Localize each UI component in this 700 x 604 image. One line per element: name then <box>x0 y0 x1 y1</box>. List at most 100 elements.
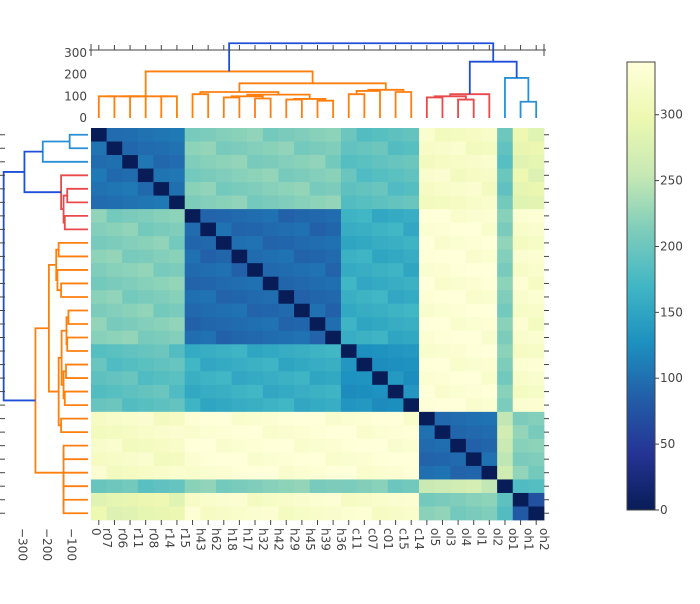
heatmap-cell <box>309 128 326 142</box>
heatmap-cell <box>481 195 498 210</box>
heatmap-cell <box>106 141 123 156</box>
heatmap-cell <box>231 303 248 318</box>
heatmap-cell <box>247 263 264 278</box>
heatmap-cell <box>215 182 232 196</box>
heatmap-cell <box>137 506 154 521</box>
heatmap-cell <box>262 141 279 156</box>
heatmap-cell <box>372 249 389 264</box>
heatmap-cell <box>169 263 186 278</box>
heatmap-cell <box>153 330 170 345</box>
heatmap-cell <box>153 155 170 169</box>
heatmap-cell <box>153 411 170 426</box>
heatmap-cell <box>340 384 357 399</box>
dendrogram-link <box>66 187 88 204</box>
heatmap-cell <box>434 371 451 386</box>
heatmap-cell <box>262 290 279 305</box>
heatmap-cell <box>200 168 217 183</box>
heatmap-cell <box>465 438 482 453</box>
heatmap-cell <box>106 425 123 440</box>
heatmap-cell <box>419 222 436 237</box>
heatmap-cell <box>481 168 498 183</box>
heatmap-cell <box>153 425 170 440</box>
heatmap-cell <box>106 155 123 169</box>
heatmap-cell <box>294 330 311 345</box>
heatmap-cell <box>294 290 311 305</box>
heatmap-cell <box>450 411 467 426</box>
heatmap-cell <box>169 465 186 480</box>
heatmap-cell <box>403 263 420 278</box>
heatmap-cell <box>184 195 201 210</box>
heatmap-cell <box>481 290 498 305</box>
heatmap-cell <box>169 141 186 156</box>
heatmap-cell <box>122 236 139 251</box>
heatmap-cell <box>403 236 420 251</box>
heatmap-cell <box>434 263 451 278</box>
heatmap-cell <box>403 290 420 305</box>
heatmap-cell <box>153 452 170 467</box>
heatmap-cell <box>278 303 295 318</box>
heatmap-cell <box>528 452 545 467</box>
heatmap-cell <box>294 438 311 453</box>
heatmap-cell <box>294 155 311 169</box>
heatmap-cell <box>465 155 482 169</box>
heatmap-cell <box>356 236 373 251</box>
heatmap-cell <box>91 371 108 386</box>
heatmap-cell <box>184 317 201 332</box>
heatmap-cell <box>419 465 436 480</box>
heatmap-cell <box>450 344 467 359</box>
heatmap-cell <box>497 303 514 318</box>
heatmap-cell <box>325 330 342 345</box>
heatmap-cell <box>153 465 170 480</box>
heatmap-cell <box>419 303 436 318</box>
heatmap-cell <box>184 465 201 480</box>
heatmap-cell <box>122 506 139 521</box>
dendrogram-link <box>63 214 88 231</box>
heatmap-cell <box>309 303 326 318</box>
heatmap-cell <box>356 384 373 399</box>
heatmap-cell <box>325 452 342 467</box>
heatmap-cell <box>278 506 295 521</box>
heatmap-cell <box>247 492 264 507</box>
heatmap-cell <box>356 344 373 359</box>
heatmap-cell <box>419 290 436 305</box>
heatmap-cell <box>403 411 420 426</box>
heatmap-cell <box>372 128 389 142</box>
dendrogram-link <box>144 70 314 97</box>
heatmap-cell <box>481 344 498 359</box>
heatmap-cell <box>434 492 451 507</box>
heatmap-cell <box>169 492 186 507</box>
heatmap-cell <box>153 506 170 521</box>
heatmap-cell <box>294 371 311 386</box>
dendrogram-link <box>316 99 335 118</box>
heatmap-cell <box>528 209 545 224</box>
heatmap-cell <box>231 398 248 413</box>
heatmap-cell <box>325 411 342 426</box>
heatmap-cell <box>106 222 123 237</box>
heatmap-cell <box>481 222 498 237</box>
heatmap-cell <box>450 155 467 169</box>
heatmap-cell <box>512 344 529 359</box>
heatmap-cell <box>434 303 451 318</box>
heatmap-cell <box>465 263 482 278</box>
heatmap-cell <box>200 506 217 521</box>
heatmap-cell <box>215 236 232 251</box>
heatmap-cell <box>497 344 514 359</box>
heatmap-cell <box>153 492 170 507</box>
heatmap-cell <box>231 249 248 264</box>
left-dendrogram <box>2 133 88 515</box>
left-dendrogram-axis: −300 −200 −100 0 <box>0 134 103 561</box>
heatmap-cell <box>278 317 295 332</box>
heatmap-cell <box>262 155 279 169</box>
heatmap-cell <box>262 222 279 237</box>
heatmap-cell <box>247 398 264 413</box>
heatmap-cell <box>512 384 529 399</box>
heatmap-cell <box>419 479 436 494</box>
heatmap-cell <box>387 425 404 440</box>
heatmap-cell <box>434 128 451 142</box>
heatmap-cell <box>122 398 139 413</box>
heatmap-cell <box>372 263 389 278</box>
heatmap-cell <box>278 371 295 386</box>
heatmap-cell <box>419 438 436 453</box>
heatmap-cell <box>340 330 357 345</box>
